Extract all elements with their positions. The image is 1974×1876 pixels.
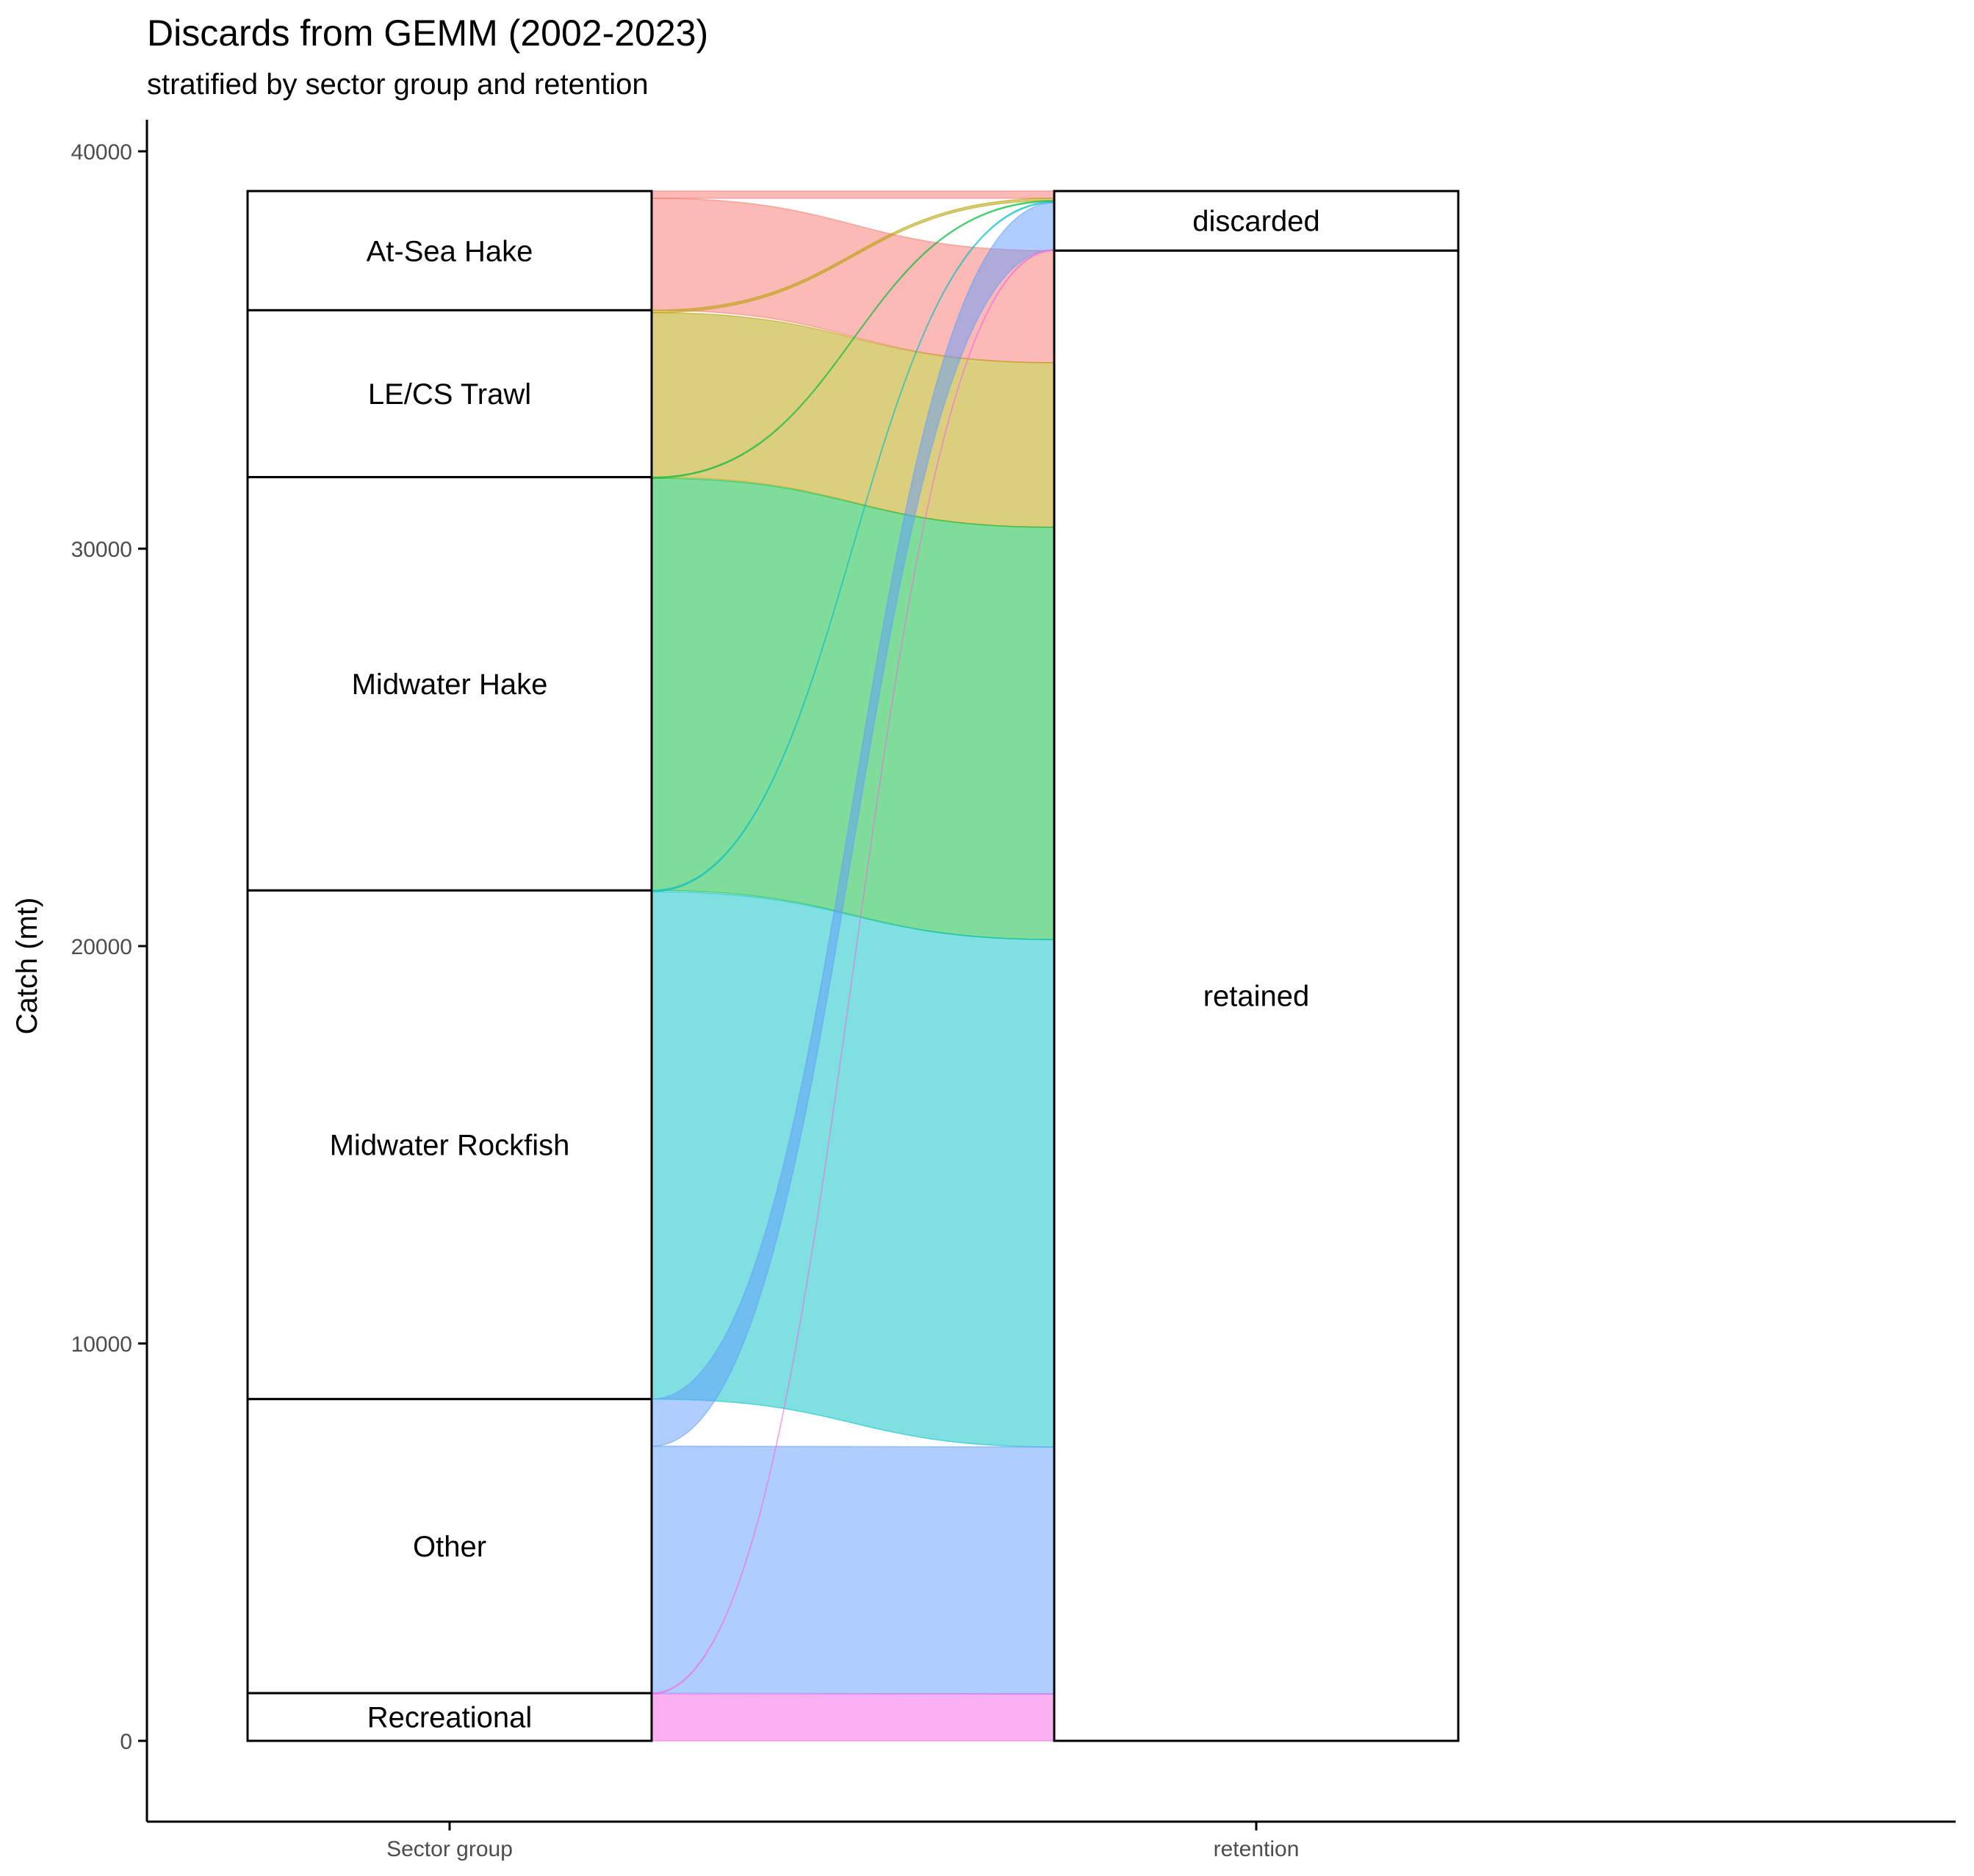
- y-axis-title: Catch (mt): [11, 898, 43, 1035]
- y-tick-label: 0: [120, 1730, 132, 1754]
- flow-other-to-retained: [651, 1446, 1055, 1695]
- chart-subtitle: stratified by sector group and retention: [147, 68, 649, 101]
- y-tick-label: 10000: [71, 1332, 132, 1357]
- stratum-label-recreational: Recreational: [367, 1702, 533, 1734]
- chart-title: Discards from GEMM (2002-2023): [147, 12, 708, 54]
- stratum-label-discarded: discarded: [1192, 206, 1319, 238]
- x-tick-label-retention: retention: [1214, 1837, 1300, 1861]
- y-tick-label: 30000: [71, 538, 132, 562]
- y-tick-label: 40000: [71, 140, 132, 165]
- stratum-label-at-sea-hake: At-Sea Hake: [367, 235, 533, 267]
- x-tick-label-sector-group: Sector group: [386, 1837, 513, 1861]
- flow-at-sea-hake-to-discarded: [651, 190, 1055, 199]
- strata-group: At-Sea Hake LE/CS Trawl Midwater Hake Midwa…: [246, 190, 1460, 1742]
- y-tick-label: 20000: [71, 935, 132, 959]
- stratum-label-midwater-hake: Midwater Hake: [352, 668, 548, 701]
- flow-recreational-to-retained: [651, 1693, 1055, 1742]
- stratum-box-at-sea-hake: [246, 190, 653, 311]
- stratum-box-other: [246, 1398, 653, 1695]
- stratum-box-le-cs-trawl: [246, 309, 653, 479]
- stratum-label-retained: retained: [1203, 981, 1310, 1013]
- axes-group: 0 10000 20000 30000 40000 Sector group retenti…: [71, 120, 1956, 1861]
- stratum-box-midwater-rockfish: [246, 889, 653, 1401]
- flow-group: [651, 190, 1055, 1742]
- stratum-box-recreational: [246, 1692, 653, 1742]
- stratum-label-midwater-rockfish: Midwater Rockfish: [330, 1130, 570, 1162]
- stratum-label-other: Other: [413, 1531, 486, 1563]
- stratum-label-le-cs-trawl: LE/CS Trawl: [368, 378, 531, 411]
- stratum-box-retained: [1053, 249, 1460, 1742]
- stratum-box-midwater-hake: [246, 476, 653, 892]
